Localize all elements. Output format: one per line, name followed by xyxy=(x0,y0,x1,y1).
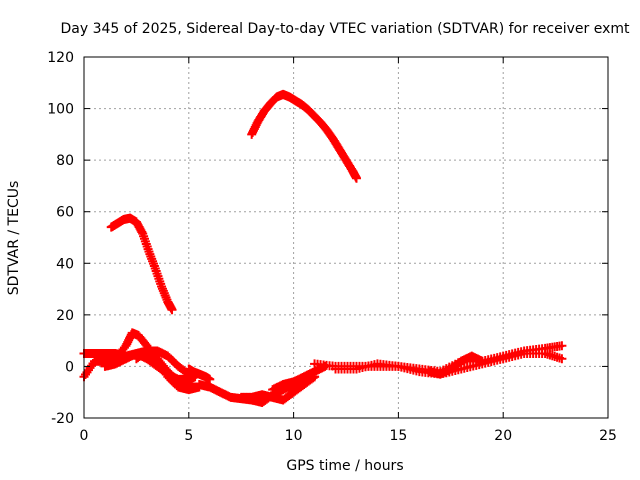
series-arc-low-e xyxy=(184,364,215,384)
data-point xyxy=(351,173,361,183)
y-tick-label: 60 xyxy=(56,205,74,221)
x-tick-label: 20 xyxy=(494,428,512,444)
y-axis-label: SDTVAR / TECUs xyxy=(6,181,22,296)
plot-frame xyxy=(83,56,609,419)
y-tick-label: 120 xyxy=(47,50,74,66)
y-tick-label: 80 xyxy=(56,153,74,169)
x-tick-label: 15 xyxy=(389,428,407,444)
axis-ticks xyxy=(83,56,609,419)
data-point xyxy=(557,341,567,351)
data-point xyxy=(205,374,215,384)
x-tick-label: 25 xyxy=(599,428,617,444)
tick-labels: 0 5 10 15 20 25 -20 0 20 40 60 80 100 120 xyxy=(47,50,617,444)
y-tick-label: 0 xyxy=(65,359,74,375)
series-arc-recovery xyxy=(268,361,330,395)
y-tick-label: 100 xyxy=(47,102,74,118)
x-tick-label: 0 xyxy=(80,428,89,444)
data-marks xyxy=(79,89,567,408)
chart-title: Day 345 of 2025, Sidereal Day-to-day VTE… xyxy=(61,21,631,37)
series-arc-trough-b xyxy=(236,372,320,405)
x-axis-label: GPS time / hours xyxy=(286,458,403,474)
y-tick-label: 40 xyxy=(56,256,74,272)
y-tick-label: 20 xyxy=(56,308,74,324)
series-arc-high-morning xyxy=(106,213,177,315)
data-point xyxy=(167,305,177,315)
data-point xyxy=(557,354,567,364)
series-arc-low-c xyxy=(100,346,194,379)
data-point xyxy=(477,356,487,366)
y-tick-label: -20 xyxy=(51,411,74,427)
x-tick-label: 10 xyxy=(285,428,303,444)
series-arc-afternoon-c xyxy=(425,351,487,379)
x-tick-label: 5 xyxy=(184,428,193,444)
series-arc-high-midday xyxy=(247,89,361,183)
